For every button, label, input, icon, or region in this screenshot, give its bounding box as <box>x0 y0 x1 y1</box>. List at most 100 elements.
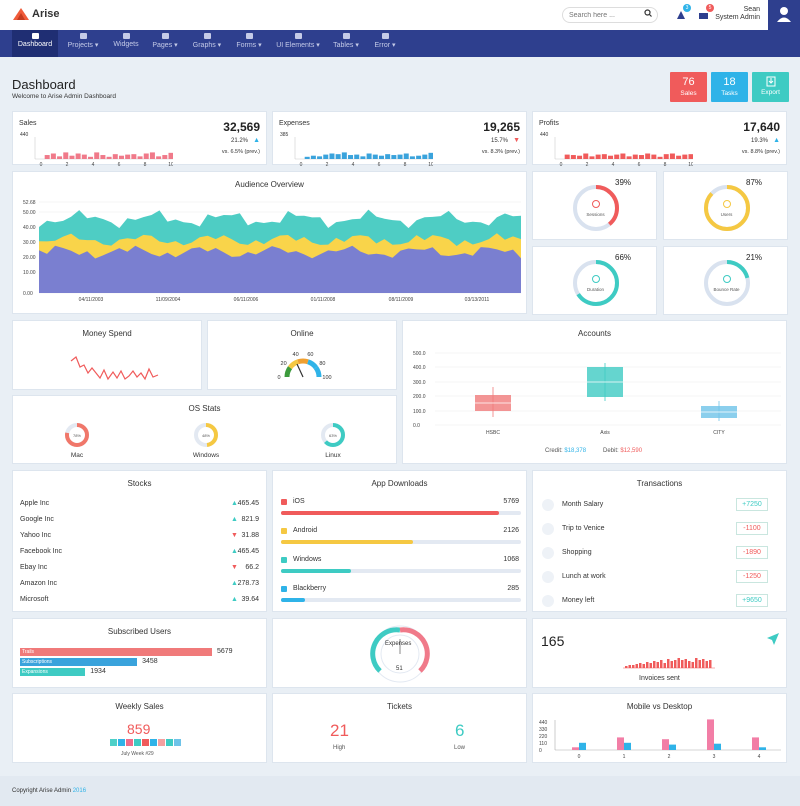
summary-bar <box>416 155 422 159</box>
gauge-pct: 21% <box>746 253 763 262</box>
invoice-bar <box>642 664 645 668</box>
mobile-xtick: 4 <box>758 754 761 760</box>
summary-bar <box>409 156 415 159</box>
expenses-gauge-card: Expenses 51 <box>272 618 527 688</box>
footer-copyright: Copyright Arise Admin 2016 <box>12 788 86 794</box>
nav-item-graphs[interactable]: Graphs ▾ <box>186 30 228 57</box>
summary-bar <box>118 155 124 159</box>
summary-bar <box>131 154 137 159</box>
tile-sales[interactable]: 76 Sales <box>670 72 707 102</box>
tile-export[interactable]: Export <box>752 72 789 102</box>
os-ring-linux: 63% <box>321 423 345 447</box>
accounts-ytick: 500.0 <box>413 351 426 357</box>
summary-bar <box>626 156 632 159</box>
bell-icon <box>677 11 685 19</box>
nav-item-widgets[interactable]: Widgets <box>108 30 144 57</box>
summary-bar <box>106 156 112 159</box>
nav-item-uielements[interactable]: UI Elements ▾ <box>271 30 325 57</box>
app-value: 5769 <box>503 498 519 505</box>
accounts-category: CITY <box>713 430 725 436</box>
mobile-bar <box>624 742 631 750</box>
transaction-name: Lunch at work <box>562 573 606 580</box>
user-name: Sean <box>743 6 760 13</box>
summary-bar <box>348 155 354 159</box>
money-spend-sparkline <box>70 356 159 381</box>
weekly-sales-value: 859 <box>127 721 151 737</box>
mobile-xtick: 2 <box>668 754 671 760</box>
summary-value: 19,265 <box>483 120 520 134</box>
summary-tick: 2 <box>66 162 69 166</box>
invoice-bar <box>702 659 705 668</box>
arrow-up-icon: ▲ <box>231 596 238 603</box>
avatar[interactable] <box>768 0 800 30</box>
audience-ytick: 40.00 <box>23 225 36 231</box>
stock-name: Apple Inc <box>20 500 50 507</box>
messages-button[interactable]: 5 <box>699 4 714 26</box>
nav-item-error[interactable]: Error ▾ <box>367 30 403 57</box>
nav-icon <box>294 33 302 39</box>
gauge-ring <box>704 185 750 231</box>
accounts-title: Accounts <box>578 329 611 338</box>
summary-card-expenses: Expenses 19,265 15.7% ▼ vs. 8.3% (prev.) 385 0… <box>272 111 527 166</box>
summary-title: Expenses <box>279 120 310 127</box>
weekly-square <box>174 739 181 746</box>
transaction-name: Shopping <box>562 549 592 556</box>
accounts-category: Axis <box>600 430 610 436</box>
online-gauge: 0 20 40 60 80 100 <box>277 352 331 381</box>
gauge-needle <box>296 363 304 378</box>
gauge-ring <box>573 260 619 306</box>
invoice-bar <box>681 660 684 668</box>
nav-item-forms[interactable]: Forms ▾ <box>230 30 268 57</box>
nav-icon <box>31 33 39 39</box>
summary-bar <box>156 156 162 159</box>
online-tick: 0 <box>277 375 280 381</box>
nav-item-pages[interactable]: Pages ▾ <box>145 30 185 57</box>
stock-name: Yahoo Inc <box>20 532 52 539</box>
search-icon[interactable] <box>644 9 652 17</box>
debit-value: $12,590 <box>620 448 643 454</box>
invoice-bar <box>698 660 701 668</box>
summary-tick: 2 <box>586 162 589 166</box>
footer-year[interactable]: 2016 <box>72 788 87 794</box>
audience-overview-card: Audience Overview 52.68 50.00 40.00 30.00 20… <box>12 171 527 314</box>
nav-item-tables[interactable]: Tables ▾ <box>327 30 365 57</box>
stock-name: Google Inc <box>20 516 54 523</box>
accounts-ytick: 200.0 <box>413 394 426 400</box>
mobile-bar <box>759 747 766 750</box>
audience-chart: 52.68 50.00 40.00 30.00 20.00 10.00 0.00 04/11/… <box>23 200 521 303</box>
transaction-amount: +7250 <box>736 498 768 511</box>
tickets-card: Tickets 21 High 6 Low <box>272 693 527 763</box>
nav-icon <box>381 33 389 39</box>
nav-label: Forms ▾ <box>236 42 262 49</box>
audience-xtick: 08/11/2009 <box>389 297 414 303</box>
accounts-ytick: 300.0 <box>413 380 426 386</box>
tickets-low-value: 6 <box>455 721 465 740</box>
tickets-low-label: Low <box>454 745 466 751</box>
invoices-label: Invoices sent <box>639 675 680 682</box>
summary-bar <box>168 152 173 159</box>
summary-bar <box>577 155 583 159</box>
tile-tasks[interactable]: 18 Tasks <box>711 72 748 102</box>
summary-bar <box>75 153 81 159</box>
subscribed-value: 3458 <box>142 658 158 665</box>
gauge-label: Users <box>720 212 733 217</box>
nav-label: Projects ▾ <box>67 42 99 49</box>
nav-item-projects[interactable]: Projects ▾ <box>60 30 106 57</box>
stock-name: Microsoft <box>20 596 49 603</box>
invoice-bar <box>649 663 652 668</box>
user-info[interactable]: Sean System Admin <box>715 6 760 22</box>
search-input[interactable] <box>562 7 658 23</box>
summary-pct: 15.7% <box>490 138 508 144</box>
summary-value: 17,640 <box>743 120 780 134</box>
notifications-button[interactable]: 3 <box>676 4 691 26</box>
transaction-amount: +9650 <box>736 594 768 607</box>
online-tick: 100 <box>322 375 331 381</box>
summary-bar <box>632 154 638 159</box>
nav-label: Pages ▾ <box>152 42 178 49</box>
paper-plane-icon[interactable] <box>767 633 779 645</box>
brand-logo[interactable]: Arise <box>12 7 60 21</box>
nav-item-dashboard[interactable]: Dashboard <box>12 30 58 57</box>
weekly-square <box>158 739 165 746</box>
stock-value: 821.9 <box>241 516 259 523</box>
